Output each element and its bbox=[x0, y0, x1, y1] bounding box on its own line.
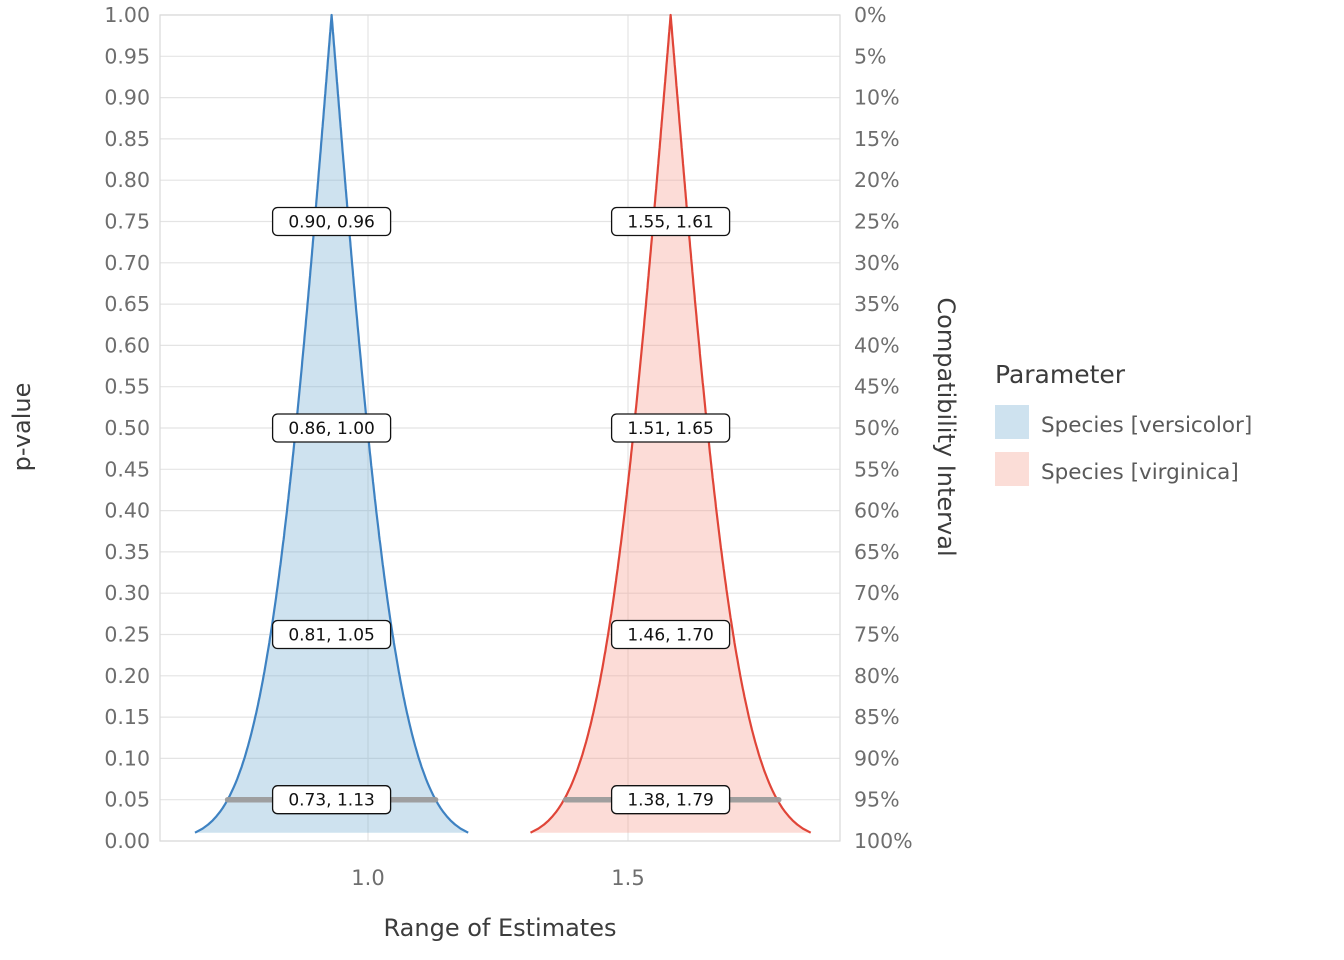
y-left-tick: 0.20 bbox=[104, 664, 150, 688]
y-left-tick: 0.85 bbox=[104, 127, 150, 151]
y-right-tick: 25% bbox=[854, 210, 900, 234]
y-left-tick: 0.30 bbox=[104, 581, 150, 605]
interval-label-box bbox=[271, 785, 392, 815]
x-tick: 1.5 bbox=[611, 866, 644, 890]
y-right-tick: 85% bbox=[854, 705, 900, 729]
y-left-tick: 0.15 bbox=[104, 705, 150, 729]
consonance-curve-0 bbox=[194, 13, 469, 834]
x-tick: 1.0 bbox=[351, 866, 384, 890]
y-right-tick: 20% bbox=[854, 168, 900, 192]
y-left-tick: 1.00 bbox=[104, 3, 150, 27]
y-left-tick: 0.65 bbox=[104, 292, 150, 316]
y-right-tick: 35% bbox=[854, 292, 900, 316]
y-left-tick: 0.90 bbox=[104, 86, 150, 110]
interval-label: 1.51, 1.65 bbox=[610, 413, 731, 443]
y-right-tick: 10% bbox=[854, 86, 900, 110]
y-left-tick: 0.95 bbox=[104, 44, 150, 68]
x-axis-title: Range of Estimates bbox=[384, 914, 617, 942]
y-right-tick: 95% bbox=[854, 788, 900, 812]
y-left-tick: 0.45 bbox=[104, 457, 150, 481]
interval-label: 0.86, 1.00 bbox=[271, 413, 392, 443]
y-left-tick: 0.70 bbox=[104, 251, 150, 275]
interval-label-text: 1.55, 1.61 bbox=[627, 213, 714, 233]
interval-label: 1.38, 1.79 bbox=[610, 785, 731, 815]
legend-label-virginica: Species [virginica] bbox=[1041, 460, 1239, 485]
y-right-tick: 0% bbox=[854, 3, 887, 27]
y-left-tick: 0.25 bbox=[104, 623, 150, 647]
y-right-tick: 65% bbox=[854, 540, 900, 564]
interval-label-text: 1.38, 1.79 bbox=[627, 791, 714, 811]
y-left-tick: 0.35 bbox=[104, 540, 150, 564]
y-right-tick: 70% bbox=[854, 581, 900, 605]
panel-border bbox=[159, 14, 841, 842]
legend-swatch-virginica bbox=[995, 452, 1029, 486]
interval-label: 0.81, 1.05 bbox=[271, 619, 392, 650]
y-right-tick: 90% bbox=[854, 746, 900, 770]
tick-label-layer: 1.00 0.95 0.90 0.85 0.80 0.75 0.70 0.65 0.60 0.55… bbox=[104, 3, 912, 890]
y-right-tick: 100% bbox=[854, 829, 913, 853]
interval-label-box bbox=[271, 206, 392, 237]
legend-swatch-versicolor bbox=[995, 405, 1029, 439]
interval-label-box bbox=[271, 413, 392, 443]
y-left-tick: 0.75 bbox=[104, 210, 150, 234]
interval-label-text: 0.81, 1.05 bbox=[288, 626, 375, 646]
consonance-curve-1 bbox=[529, 13, 812, 834]
interval-label-text: 0.90, 0.96 bbox=[288, 213, 375, 233]
interval-label: 1.46, 1.70 bbox=[610, 619, 731, 650]
y-left-tick: 0.60 bbox=[104, 333, 150, 357]
y-right-tick: 40% bbox=[854, 333, 900, 357]
y-right-tick: 80% bbox=[854, 664, 900, 688]
y-right-tick: 5% bbox=[854, 44, 887, 68]
y-left-tick: 0.80 bbox=[104, 168, 150, 192]
legend-label-versicolor: Species [versicolor] bbox=[1041, 413, 1252, 438]
interval-label-text: 1.46, 1.70 bbox=[627, 626, 714, 646]
y-right-tick: 15% bbox=[854, 127, 900, 151]
y-right-tick: 30% bbox=[854, 251, 900, 275]
y-left-tick: 0.10 bbox=[104, 746, 150, 770]
interval-label: 0.90, 0.96 bbox=[271, 206, 392, 237]
y-right-tick: 45% bbox=[854, 375, 900, 399]
interval-label-text: 1.51, 1.65 bbox=[627, 419, 714, 439]
y-right-tick: 50% bbox=[854, 416, 900, 440]
y-left-tick: 0.40 bbox=[104, 499, 150, 523]
y-left-tick: 0.05 bbox=[104, 788, 150, 812]
y-left-tick: 0.00 bbox=[104, 829, 150, 853]
interval-label-box bbox=[610, 785, 731, 815]
y-left-axis-title: p-value bbox=[8, 383, 36, 472]
interval-label-text: 0.73, 1.13 bbox=[288, 791, 375, 811]
interval-label: 1.55, 1.61 bbox=[610, 206, 731, 237]
interval-label-box bbox=[271, 619, 392, 650]
interval-label: 0.73, 1.13 bbox=[271, 785, 392, 815]
y-right-axis-title: Compatibility Interval bbox=[932, 297, 960, 556]
y-left-tick: 0.55 bbox=[104, 375, 150, 399]
interval-label-box bbox=[610, 413, 731, 443]
y-left-tick: 0.50 bbox=[104, 416, 150, 440]
legend: Parameter Species [versicolor] Species [… bbox=[995, 360, 1252, 486]
y-right-tick: 55% bbox=[854, 457, 900, 481]
legend-title: Parameter bbox=[995, 360, 1126, 389]
interval-label-box bbox=[610, 619, 731, 650]
y-right-tick: 60% bbox=[854, 499, 900, 523]
interval-label-box bbox=[610, 206, 731, 237]
interval-label-text: 0.86, 1.00 bbox=[288, 419, 375, 439]
interval-label-layer: 0.90, 0.96 0.86, 1.00 0.81, 1.05 0.73, 1.13… bbox=[271, 206, 731, 815]
y-right-tick: 75% bbox=[854, 623, 900, 647]
